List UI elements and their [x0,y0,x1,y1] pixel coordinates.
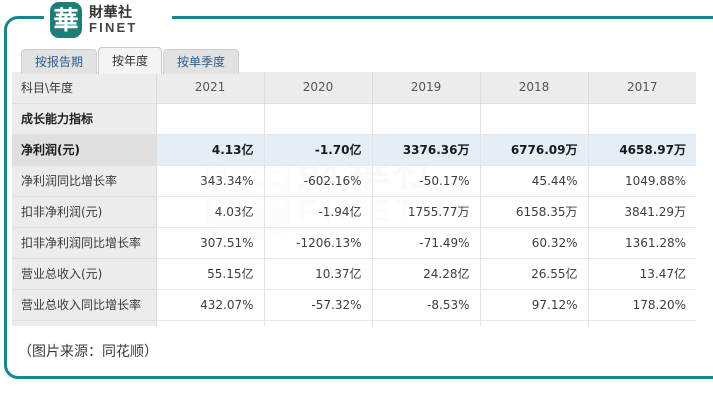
row-value: 1755.77万 [372,196,481,228]
row-value: 432.07% [156,289,265,321]
brand-name-en: FINET [89,19,138,35]
table-row: 营业总收入(元) 55.15亿 10.37亿 24.28亿 26.55亿 13.… [12,258,696,290]
period-tabs: 按报告期 按年度 按单季度 [21,47,240,74]
table-head: 科目\年度 2021 2020 2019 2018 2017 [12,72,696,104]
row-label: 净利润同比增长率 [12,165,157,197]
section-header-row: 成长能力指标 [12,103,696,135]
row-value: 4.03亿 [156,196,265,228]
tab-by-report-period[interactable]: 按报告期 [21,49,98,74]
table-row: 扣非净利润(元) 4.03亿 -1.94亿 1755.77万 6158.35万 … [12,196,696,228]
row-value: 4658.97万 [588,134,696,166]
row-value [588,320,696,326]
row-value: -1206.13% [264,227,373,259]
row-value: 307.51% [156,227,265,259]
finet-logo-icon: 華 [50,2,82,38]
column-header-year-0: 2021 [156,72,265,104]
section-blank-cell [264,103,373,135]
row-value: 60.32% [480,227,589,259]
row-label: 营业总收入同比增长率 [12,289,157,321]
row-value: 6158.35万 [480,196,589,228]
tab-by-single-quarter[interactable]: 按单季度 [163,49,240,74]
row-value: 13.47亿 [588,258,696,290]
image-source-caption: （图片来源：同花顺） [18,344,158,360]
row-value: 26.55亿 [480,258,589,290]
row-value: 97.12% [480,289,589,321]
row-value: -1.70亿 [264,134,373,166]
row-value [156,320,265,326]
row-value: -50.17% [372,165,481,197]
row-value: 4.13亿 [156,134,265,166]
table-row: 营业总收入同比增长率 432.07% -57.32% -8.53% 97.12%… [12,289,696,321]
column-header-year-3: 2018 [480,72,589,104]
row-value: 24.28亿 [372,258,481,290]
row-value: 6776.09万 [480,134,589,166]
row-value: 55.15亿 [156,258,265,290]
column-header-year-4: 2017 [588,72,696,104]
table-row-partial [12,320,696,326]
brand-logo: 華 財華社 FINET [50,0,138,40]
row-label: 净利润(元) [12,134,157,166]
table-row: 净利润(元) 4.13亿 -1.70亿 3376.36万 6776.09万 46… [12,134,696,166]
row-value: -57.32% [264,289,373,321]
table-row: 扣非净利润同比增长率 307.51% -1206.13% -71.49% 60.… [12,227,696,259]
growth-metrics-table: 科目\年度 2021 2020 2019 2018 2017 成长能力指标 净利… [12,72,696,326]
section-blank-cell [372,103,481,135]
section-blank-cell [480,103,589,135]
row-value: 1361.28% [588,227,696,259]
row-value: 10.37亿 [264,258,373,290]
table-body: 成长能力指标 净利润(元) 4.13亿 -1.70亿 3376.36万 6776… [12,103,696,326]
column-header-year-1: 2020 [264,72,373,104]
brand-wordmark: 財華社 FINET [89,6,138,34]
row-value: -1.94亿 [264,196,373,228]
financial-table-container: 科目\年度 2021 2020 2019 2018 2017 成长能力指标 净利… [12,72,696,326]
row-value: -8.53% [372,289,481,321]
row-value: 1049.88% [588,165,696,197]
table-header-row: 科目\年度 2021 2020 2019 2018 2017 [12,72,696,104]
row-label: 扣非净利润(元) [12,196,157,228]
row-value: 3841.29万 [588,196,696,228]
row-value [264,320,373,326]
tab-by-year[interactable]: 按年度 [98,47,163,74]
row-label: 营业总收入(元) [12,258,157,290]
row-value: -602.16% [264,165,373,197]
brand-name-cn: 財華社 [89,4,133,21]
column-header-year-2: 2019 [372,72,481,104]
table-row: 净利润同比增长率 343.34% -602.16% -50.17% 45.44%… [12,165,696,197]
column-header-subject-year: 科目\年度 [12,72,157,104]
section-blank-cell [156,103,265,135]
row-label: 扣非净利润同比增长率 [12,227,157,259]
row-label [12,320,157,326]
row-value: 3376.36万 [372,134,481,166]
row-value: 343.34% [156,165,265,197]
section-blank-cell [588,103,696,135]
row-value: -71.49% [372,227,481,259]
row-value [480,320,589,326]
row-value: 178.20% [588,289,696,321]
row-value: 45.44% [480,165,589,197]
row-value [372,320,481,326]
section-title-growth-metrics: 成长能力指标 [12,103,157,135]
